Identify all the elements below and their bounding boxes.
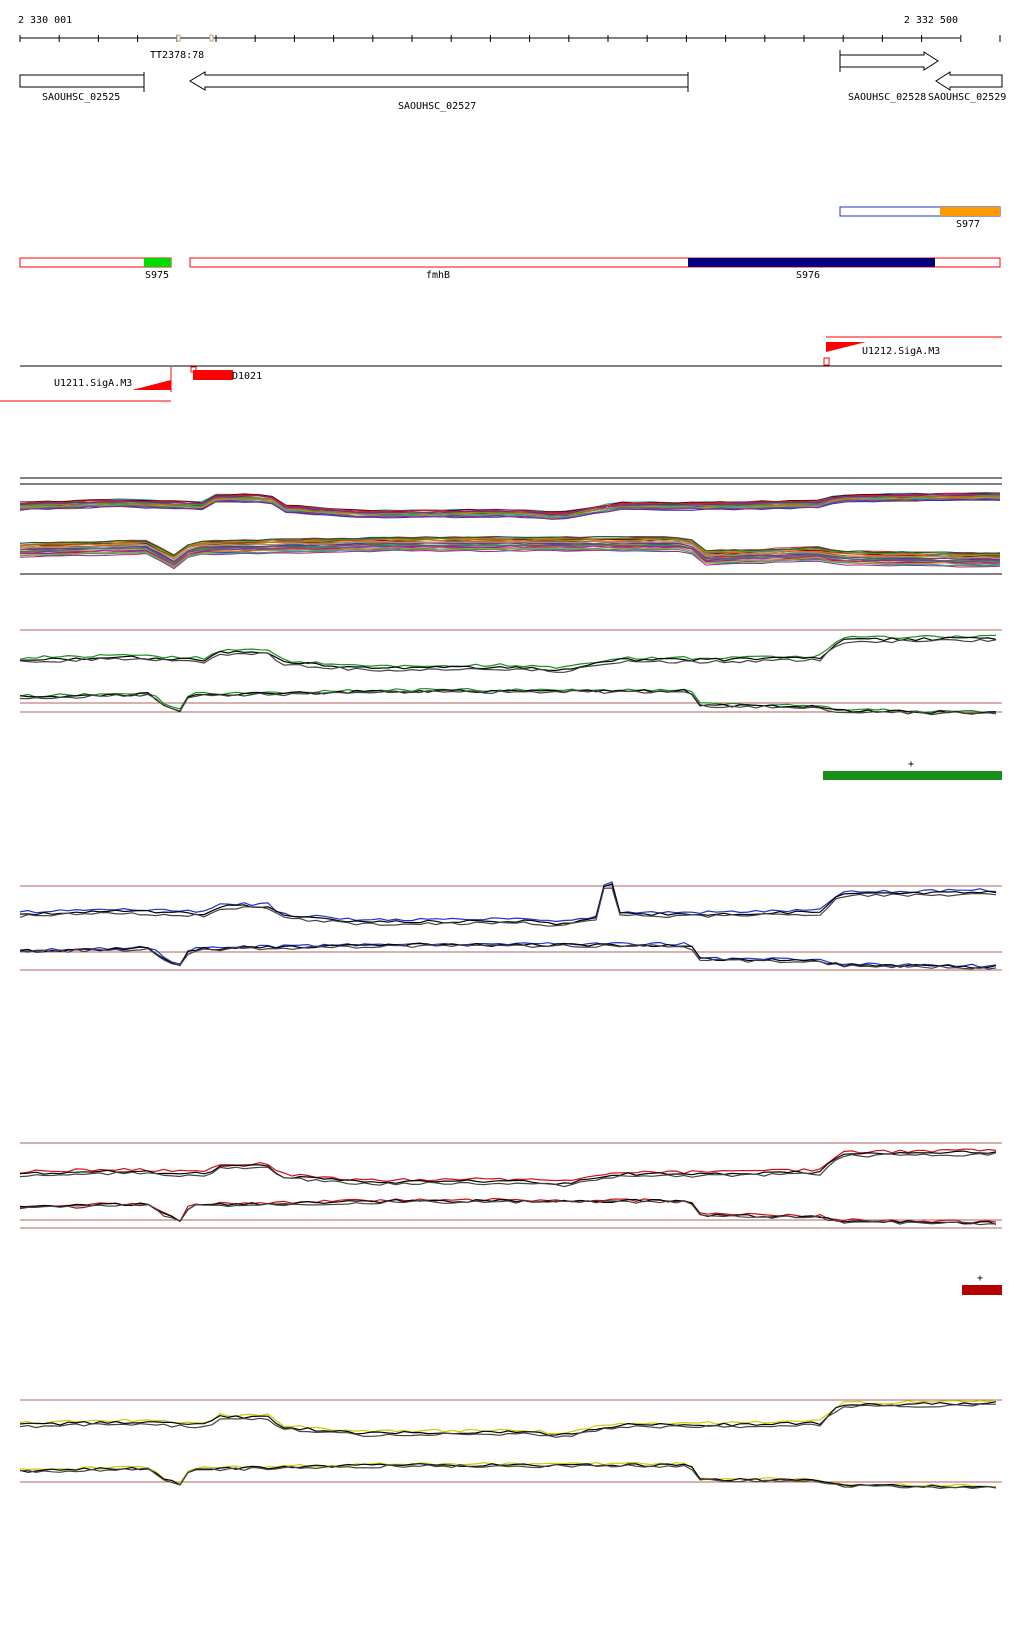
segment-S976[interactable] — [688, 258, 935, 267]
replicate-profile-lower — [19, 1463, 997, 1490]
promoter-label: U1212.SigA.M3 — [862, 346, 940, 357]
gene-arrow — [189, 71, 689, 91]
red-call-bar[interactable]: + — [962, 1273, 1002, 1295]
condition-profile-lower — [20, 542, 1001, 563]
call-marker: + — [977, 1273, 983, 1284]
gene-SAOUHSC_02527[interactable]: SAOUHSC_02527 — [189, 71, 689, 112]
replicate-profile-upper — [19, 883, 997, 926]
condition-profile-lower — [19, 547, 1001, 567]
segment-S976-label: S976 — [796, 270, 820, 281]
expression-track-red — [19, 1142, 1002, 1229]
ruler-start-label: 2 330 001 — [18, 15, 72, 26]
terminator-label: TT2378:78 — [150, 50, 204, 61]
promoter-bar — [193, 370, 233, 380]
segment-fmhB-label: fmhB — [426, 270, 450, 281]
condition-profile-lower — [19, 536, 1001, 556]
replicate-profile-lower — [19, 689, 997, 716]
coordinate-ruler: 2 330 001 2 332 500 — [18, 15, 1001, 42]
promoter-label: D1021 — [232, 371, 262, 382]
gene-label: SAOUHSC_02529 — [928, 92, 1006, 103]
gene-SAOUHSC_02529[interactable]: SAOUHSC_02529 — [928, 71, 1006, 103]
gene-SAOUHSC_02525[interactable]: SAOUHSC_02525 — [19, 72, 145, 103]
gene-track: SAOUHSC_02525 SAOUHSC_02527 SAOUHSC_0252… — [19, 50, 1006, 112]
terminator-marker-b — [209, 34, 214, 42]
condition-profile-lower — [19, 545, 1001, 566]
condition-profile-lower — [19, 540, 1001, 561]
condition-profile-lower — [19, 544, 1001, 564]
promoter-flag — [132, 380, 171, 390]
segment-fmhB[interactable] — [189, 257, 1001, 268]
gene-label: SAOUHSC_02528 — [848, 92, 926, 103]
segment-S975[interactable] — [144, 258, 171, 267]
replicate-profile-upper — [19, 1403, 996, 1439]
promoter-label: U1211.SigA.M3 — [54, 378, 132, 389]
condition-profile-upper — [19, 495, 1001, 517]
multi-condition-expression-track — [19, 477, 1002, 575]
expression-track-blue — [19, 881, 1002, 971]
call-bar — [823, 771, 1002, 780]
condition-profile-lower — [19, 537, 1001, 557]
replicate-profile-upper — [19, 881, 997, 923]
condition-profile-lower — [19, 539, 1001, 558]
call-marker: + — [908, 759, 914, 770]
replicate-profile-upper — [19, 887, 997, 927]
condition-profile-upper — [19, 498, 1001, 520]
gene-arrow — [935, 71, 1003, 91]
segment-track: S977 S975 fmhB S976 — [19, 206, 1001, 281]
terminator-marker-a — [176, 34, 181, 42]
expression-track-green — [19, 629, 1002, 716]
expression-track-yellow — [19, 1399, 1002, 1490]
call-bar — [962, 1285, 1002, 1295]
segment-S975-label: S975 — [145, 270, 169, 281]
replicate-profile-upper — [19, 1152, 997, 1188]
promoter-U1211[interactable]: U1211.SigA.M3 — [0, 367, 172, 402]
green-call-bar[interactable]: + — [823, 759, 1002, 780]
terminator[interactable]: TT2378:78 — [150, 34, 214, 61]
replicate-profile-upper — [19, 636, 997, 672]
gene-arrow — [19, 74, 145, 88]
promoter-tick — [823, 357, 830, 366]
replicate-profile-lower — [19, 1197, 997, 1224]
condition-profile-lower — [19, 548, 1001, 568]
promoter-track: U1212.SigA.M3 U1211.SigA.M3 D1021 — [0, 336, 1002, 402]
replicate-profile-lower — [19, 1199, 996, 1226]
segment-S977[interactable] — [940, 207, 1000, 216]
replicate-profile-lower — [19, 944, 997, 970]
gene-label: SAOUHSC_02527 — [398, 101, 476, 112]
segment-S977-label: S977 — [956, 219, 980, 230]
promoter-U1212[interactable]: U1212.SigA.M3 — [823, 336, 1002, 366]
replicate-profile-lower — [19, 1198, 997, 1225]
replicate-profile-lower — [19, 942, 997, 969]
promoter-flag — [826, 342, 866, 352]
gene-arrow — [839, 51, 939, 71]
condition-profile-upper — [19, 493, 1001, 515]
gene-label: SAOUHSC_02525 — [42, 92, 120, 103]
promoter-D1021[interactable]: D1021 — [190, 366, 262, 382]
replicate-profile-upper — [19, 1401, 997, 1436]
ruler-end-label: 2 332 500 — [904, 15, 958, 26]
replicate-profile-upper — [19, 634, 997, 669]
replicate-profile-upper — [19, 1150, 997, 1186]
gene-SAOUHSC_02528[interactable]: SAOUHSC_02528 — [839, 50, 939, 103]
replicate-profile-upper — [19, 638, 997, 673]
